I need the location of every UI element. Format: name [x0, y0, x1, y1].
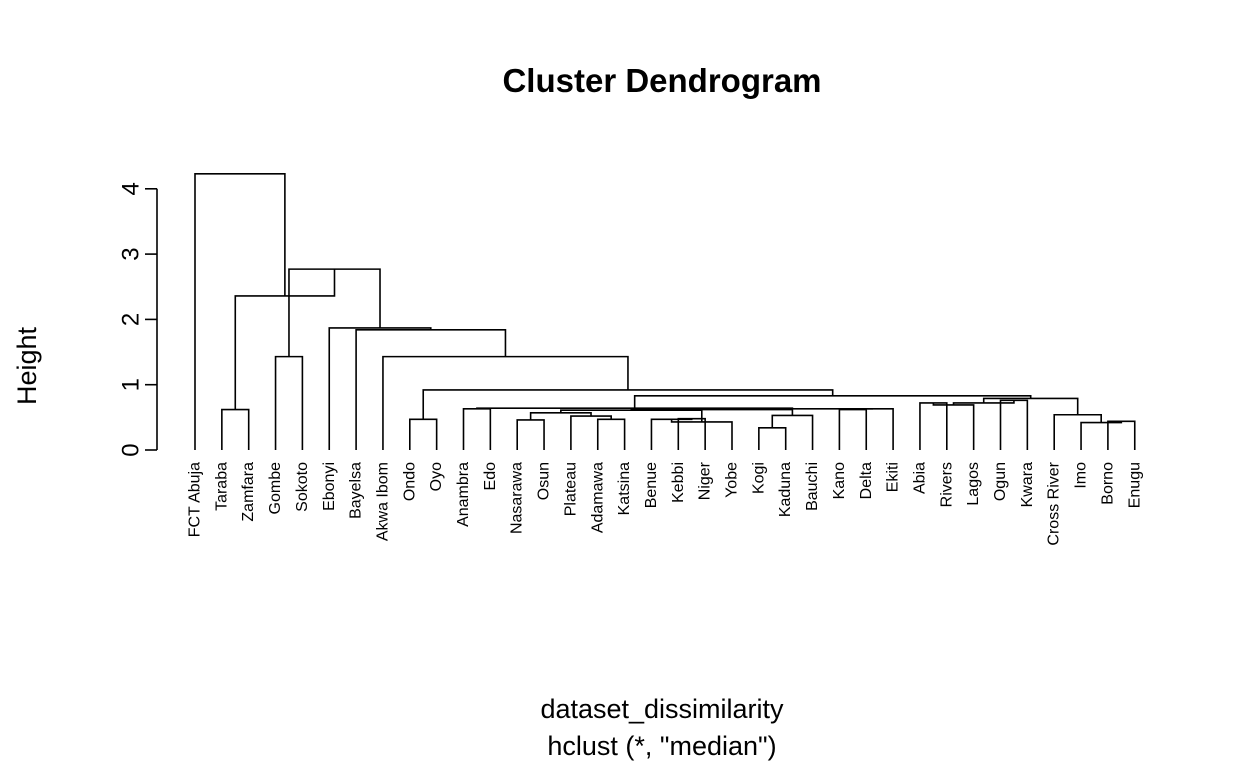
merge-link — [670, 419, 733, 450]
leaf-label: Kaduna — [777, 462, 794, 517]
leaf-label: Rivers — [938, 462, 955, 507]
leaf-label: Gombe — [267, 462, 284, 515]
merge-link — [221, 408, 250, 450]
y-tick-label: 1 — [118, 378, 145, 391]
leaf-label: Ekiti — [885, 462, 902, 492]
leaf-label: FCT Abuja — [187, 462, 204, 537]
leaf-labels: FCT Abuja Taraba Zamfara Gombe Sokoto Ebonyi B… — [187, 461, 1144, 545]
leaf-label: Taraba — [213, 462, 230, 511]
y-axis: 0 1 2 3 4 — [118, 182, 158, 457]
merge-link — [838, 408, 868, 450]
leaf-label: Nasarawa — [509, 462, 526, 534]
leaf-label: Katsina — [616, 462, 633, 515]
leaf-label: Adamawa — [589, 462, 606, 533]
leaf-label: Niger — [697, 461, 714, 500]
leaf-label: Ogun — [992, 462, 1009, 501]
leaf-label: Delta — [858, 462, 875, 499]
merge-link — [328, 327, 432, 450]
chart-title: Cluster Dendrogram — [502, 62, 821, 99]
merge-link — [677, 417, 706, 450]
merge-link — [919, 402, 948, 450]
leaf-label: Yobe — [724, 462, 741, 498]
merge-link — [570, 415, 612, 450]
y-axis-label: Height — [12, 326, 42, 405]
leaf-label: Bauchi — [804, 462, 821, 511]
y-tick-label: 2 — [118, 313, 145, 326]
leaf-label: Plateau — [562, 462, 579, 516]
merge-link — [476, 407, 794, 410]
leaf-label: Kwara — [1019, 462, 1036, 507]
dendrogram-links — [194, 172, 1136, 450]
y-tick-label: 4 — [118, 182, 145, 195]
merge-link — [650, 418, 693, 450]
merge-link — [758, 426, 787, 450]
leaf-label: Enugu — [1126, 462, 1143, 508]
leaf-label: Kano — [831, 462, 848, 499]
leaf-label: Edo — [482, 462, 499, 491]
leaf-label: Akwa Ibom — [374, 462, 391, 541]
y-tick-label: 0 — [118, 443, 145, 456]
merge-link — [596, 418, 626, 450]
leaf-label: Bayelsa — [348, 462, 365, 519]
merge-link — [999, 399, 1029, 450]
leaf-label: Lagos — [965, 462, 982, 506]
merge-link — [1107, 420, 1136, 450]
merge-link — [409, 418, 438, 450]
leaf-label: Kogi — [750, 462, 767, 494]
merge-link — [382, 355, 629, 450]
leaf-label: Oyo — [428, 462, 445, 491]
merge-link — [633, 395, 1032, 409]
leaf-label: Kebbi — [670, 462, 687, 503]
merge-link — [516, 419, 545, 450]
merge-link — [1080, 421, 1123, 450]
leaf-label: Cross River — [1046, 461, 1063, 545]
leaf-label: Ebonyi — [321, 462, 338, 511]
leaf-label: Osun — [536, 462, 553, 500]
leaf-label: Sokoto — [294, 462, 311, 512]
merge-link — [462, 408, 492, 450]
merge-link — [852, 408, 894, 450]
y-tick-label: 3 — [118, 247, 145, 260]
merge-link — [1053, 413, 1102, 450]
leaf-label: Benue — [643, 462, 660, 508]
x-axis-sublabel: hclust (*, "median") — [547, 731, 776, 761]
x-axis-label: dataset_dissimilarity — [540, 694, 784, 724]
merge-link — [274, 355, 304, 450]
leaf-label: Zamfara — [240, 462, 257, 522]
merge-link — [982, 397, 1079, 415]
leaf-label: Borno — [1099, 462, 1116, 505]
merge-link — [932, 402, 975, 450]
leaf-label: Imo — [1073, 462, 1090, 489]
leaf-label: Anambra — [455, 462, 472, 527]
merge-link — [771, 414, 814, 450]
leaf-label: Abia — [911, 462, 928, 494]
merge-link — [422, 389, 834, 420]
merge-link — [194, 172, 286, 450]
leaf-label: Ondo — [401, 462, 418, 501]
